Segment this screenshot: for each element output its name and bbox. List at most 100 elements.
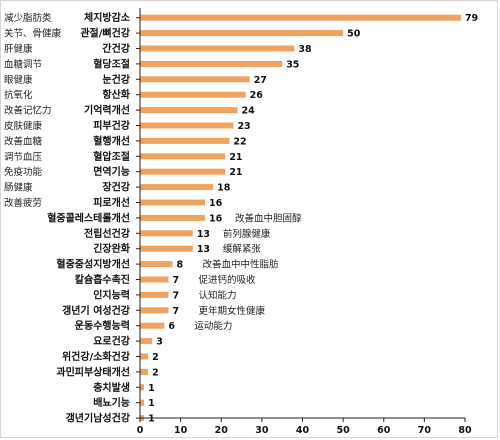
data-label-22: 2 <box>152 352 159 363</box>
bar-6 <box>140 107 238 114</box>
x-tick-label-1: 10 <box>174 425 188 436</box>
x-tick-label-2: 20 <box>215 425 229 436</box>
category-label-14: 전립선건강 <box>84 227 131 240</box>
category-label-23: 과민피부상태개선 <box>56 365 130 378</box>
bar-17 <box>140 276 169 283</box>
bar-20 <box>140 322 165 329</box>
bar-13 <box>140 214 205 221</box>
annotation-label-20: 运动能力 <box>194 320 232 332</box>
translation-label-3: 血糖调节 <box>4 58 42 70</box>
category-label-8: 혈행개선 <box>93 134 130 147</box>
data-label-5: 26 <box>250 90 264 101</box>
data-label-13: 16 <box>209 213 223 224</box>
x-tick-label-5: 50 <box>337 425 351 436</box>
category-label-15: 긴장완화 <box>93 242 131 255</box>
category-label-7: 피부건강 <box>93 119 131 132</box>
bar-9 <box>140 153 226 160</box>
translation-label-9: 调节血压 <box>4 151 43 163</box>
category-label-1: 관절/뼈건강 <box>80 27 130 40</box>
category-label-25: 배뇨기능 <box>93 396 130 409</box>
data-label-25: 1 <box>148 398 155 409</box>
x-tick-label-4: 40 <box>296 425 310 436</box>
data-label-21: 3 <box>156 337 163 348</box>
annotation-label-19: 更年期女性健康 <box>198 305 265 317</box>
data-label-10: 21 <box>229 167 242 178</box>
translation-label-0: 减少脂肪类 <box>4 12 52 24</box>
translation-label-8: 改善血糖 <box>4 135 43 147</box>
category-label-9: 혈압조절 <box>93 150 130 163</box>
data-label-23: 2 <box>152 367 159 378</box>
bar-2 <box>140 45 295 52</box>
category-label-22: 위건강/소화건강 <box>62 350 131 363</box>
bar-10 <box>140 168 226 175</box>
bar-24 <box>140 384 145 391</box>
x-tick-label-6: 60 <box>377 425 391 436</box>
data-label-15: 13 <box>197 244 210 255</box>
category-label-16: 혈중중성지방개선 <box>56 258 130 271</box>
category-label-4: 눈건강 <box>102 73 130 86</box>
data-label-16: 8 <box>177 260 184 271</box>
data-label-4: 27 <box>254 75 267 86</box>
category-label-18: 인지능력 <box>93 288 130 301</box>
bar-4 <box>140 76 250 83</box>
bar-8 <box>140 137 230 144</box>
bar-18 <box>140 291 169 298</box>
annotation-label-14: 前列腺健康 <box>223 228 271 240</box>
bar-15 <box>140 245 193 252</box>
bar-19 <box>140 307 169 314</box>
data-label-9: 21 <box>229 152 242 163</box>
category-label-12: 피로개선 <box>93 196 130 209</box>
data-label-1: 50 <box>347 29 361 40</box>
data-label-24: 1 <box>148 383 155 394</box>
x-tick-label-3: 30 <box>255 425 269 436</box>
data-label-12: 16 <box>209 198 223 209</box>
annotation-label-16: 改善血中中性脂肪 <box>203 259 280 271</box>
data-label-20: 6 <box>168 321 175 332</box>
category-label-5: 항산화 <box>102 88 130 101</box>
category-label-10: 면역기능 <box>93 165 130 178</box>
bar-3 <box>140 60 283 67</box>
bar-23 <box>140 368 149 375</box>
annotation-label-15: 缓解紧张 <box>223 243 262 255</box>
bar-7 <box>140 122 234 129</box>
bar-5 <box>140 91 246 98</box>
data-label-11: 18 <box>217 183 231 194</box>
translation-label-11: 肠健康 <box>4 182 33 194</box>
category-label-26: 갱년기남성건강 <box>66 412 131 425</box>
bar-25 <box>140 399 145 406</box>
bar-11 <box>140 184 214 191</box>
data-label-17: 7 <box>172 275 179 286</box>
translation-label-7: 皮肤健康 <box>4 120 43 132</box>
data-label-2: 38 <box>298 44 312 55</box>
bar-16 <box>140 261 173 268</box>
data-label-3: 35 <box>286 59 299 70</box>
translation-label-6: 改善记忆力 <box>4 105 52 117</box>
category-label-20: 운동수행능력 <box>75 319 130 332</box>
bar-1 <box>140 30 344 37</box>
data-label-0: 79 <box>465 13 478 24</box>
data-label-26: 1 <box>148 414 155 425</box>
x-tick-label-7: 70 <box>418 425 432 436</box>
category-label-17: 칼슘흡수촉진 <box>75 273 130 286</box>
data-label-7: 23 <box>237 121 250 132</box>
translation-label-10: 免疫功能 <box>4 166 43 178</box>
data-label-18: 7 <box>172 290 179 301</box>
category-label-11: 장건강 <box>102 181 130 194</box>
data-label-8: 22 <box>233 136 246 147</box>
translation-label-12: 改善疲劳 <box>4 197 42 209</box>
annotation-label-17: 促进钙的吸收 <box>198 274 256 286</box>
x-tick-label-8: 80 <box>458 425 472 436</box>
category-label-2: 간건강 <box>102 42 130 55</box>
bar-21 <box>140 338 153 345</box>
category-label-3: 혈당조절 <box>93 57 130 70</box>
category-label-24: 충치발생 <box>93 381 130 394</box>
category-label-19: 갱년기 여성건강 <box>62 304 131 317</box>
category-label-6: 기억력개선 <box>84 104 130 117</box>
bar-22 <box>140 353 149 360</box>
x-tick-label-0: 0 <box>137 425 144 436</box>
category-label-0: 체지방감소 <box>84 11 130 24</box>
bar-14 <box>140 230 193 237</box>
bar-0 <box>140 14 461 21</box>
category-label-13: 혈중콜레스테롤개선 <box>47 211 130 224</box>
